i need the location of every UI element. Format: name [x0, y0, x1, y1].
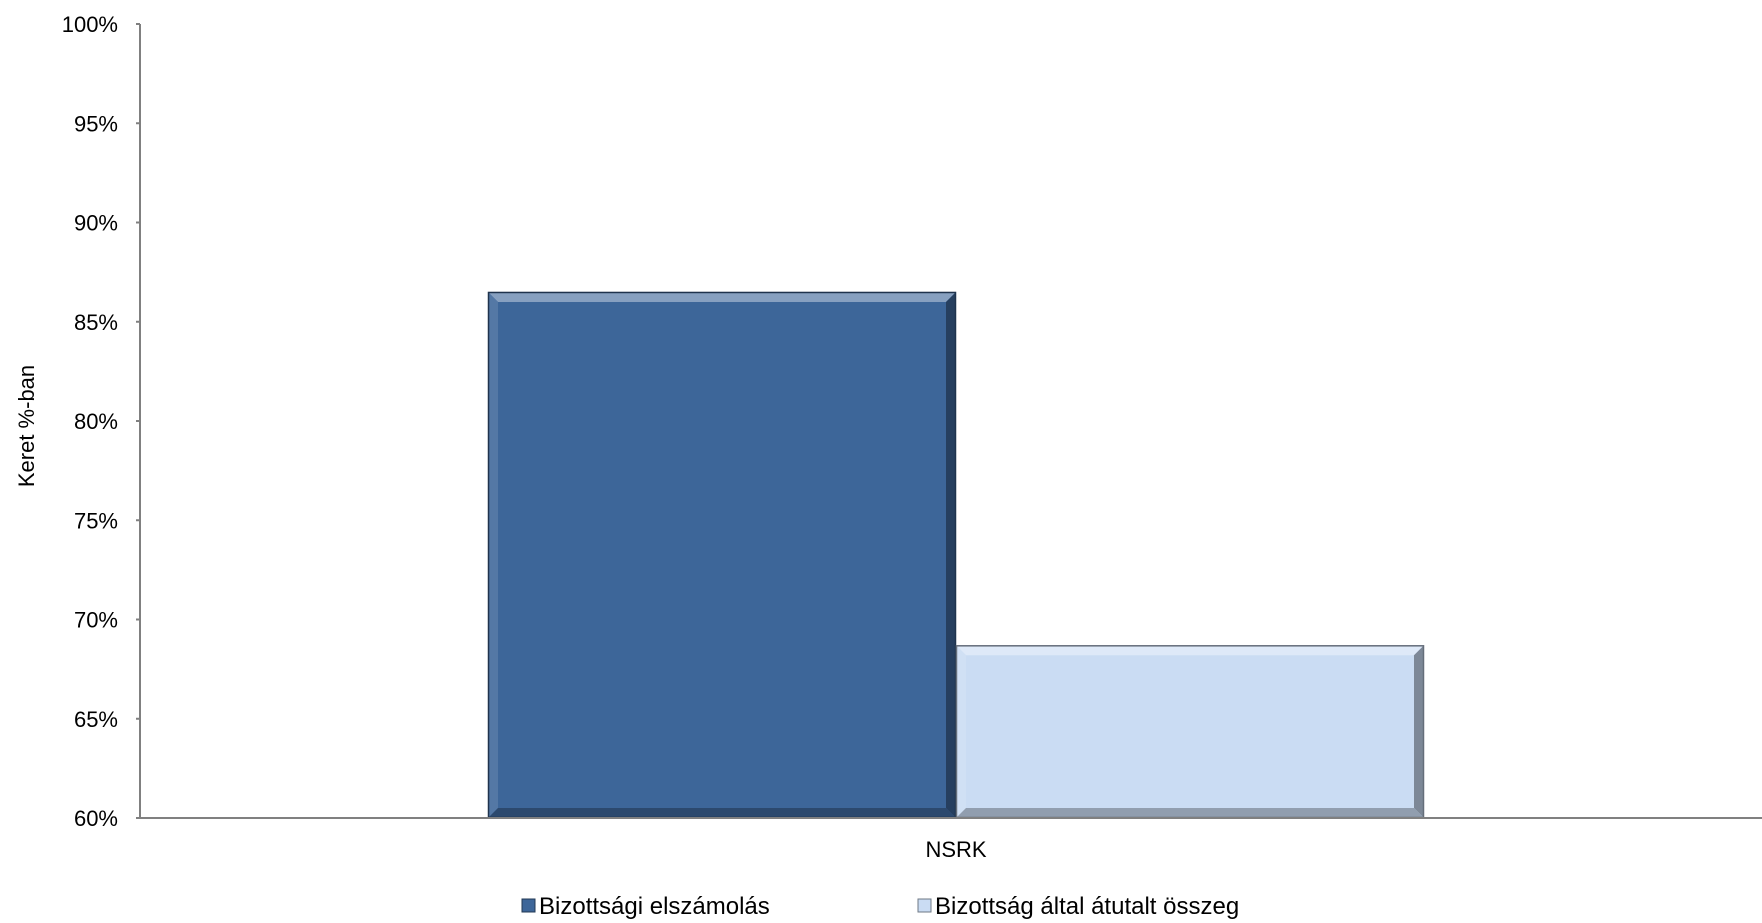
y-tick-label: 60% — [74, 806, 118, 831]
axes — [136, 23, 1762, 819]
bar-1 — [487, 291, 957, 819]
bar-2 — [955, 645, 1425, 819]
legend-item: Bizottsági elszámolás — [521, 893, 770, 920]
bar-bevel-bottom — [488, 808, 956, 818]
y-tick-label: 75% — [74, 508, 118, 533]
y-tick-label: 100% — [62, 12, 118, 37]
bars — [487, 291, 1425, 819]
x-tick-label: NSRK — [925, 837, 986, 862]
bar-bevel-bottom — [956, 808, 1424, 818]
bar-face — [488, 291, 956, 819]
bar-bevel-left — [488, 291, 498, 819]
legend-swatch — [917, 898, 932, 913]
bar-bevel-right — [1414, 645, 1424, 818]
y-tick-label: 95% — [74, 111, 118, 136]
y-tick-label: 70% — [74, 608, 118, 633]
y-tick-label: 80% — [74, 409, 118, 434]
y-axis-title: Keret %-ban — [14, 365, 39, 487]
y-tick-label: 90% — [74, 211, 118, 236]
y-tick-label: 65% — [74, 707, 118, 732]
y-tick-label: 85% — [74, 310, 118, 335]
legend-label: Bizottság által átutalt összeg — [935, 893, 1239, 920]
bar-bevel-left — [956, 645, 966, 818]
legend-item: Bizottság által átutalt összeg — [917, 893, 1239, 920]
bar-face — [956, 645, 1424, 818]
legend-swatch — [521, 898, 536, 913]
legend: Bizottsági elszámolás Bizottság által átu… — [521, 893, 1239, 920]
axis-labels: 60% 65% 70% 75% 80% 85% 90% 95% 100% NSRK — [62, 12, 987, 862]
legend-label: Bizottsági elszámolás — [539, 893, 770, 920]
bar-bevel-top — [488, 291, 956, 302]
bar-bevel-top — [956, 645, 1424, 656]
bar-bevel-right — [946, 291, 956, 819]
